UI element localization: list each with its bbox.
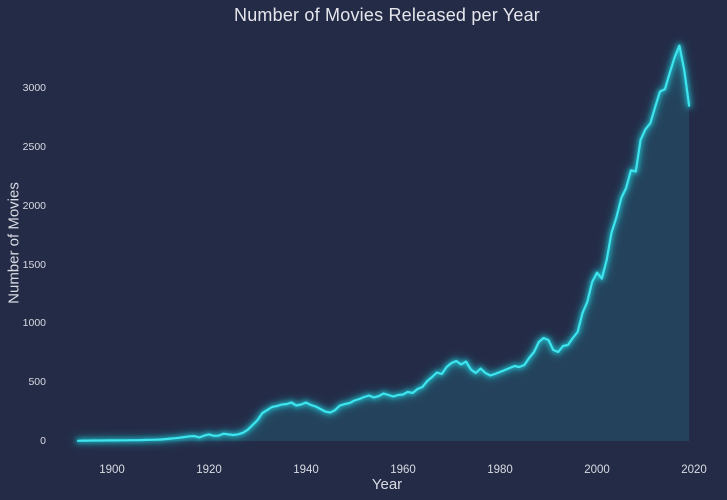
x-tick-label: 1980 — [487, 464, 513, 476]
line-series — [77, 44, 691, 442]
x-tick-label: 1900 — [99, 464, 125, 476]
y-tick-label: 1500 — [22, 258, 46, 271]
y-tick-label: 500 — [28, 376, 46, 389]
x-tick-label: 1960 — [390, 464, 416, 476]
y-tick-label: 3000 — [22, 82, 46, 94]
x-axis-label: Year — [371, 476, 403, 493]
chart-title: Number of Movies Released per Year — [234, 5, 540, 25]
y-tick-label: 2000 — [22, 199, 46, 212]
y-tick-label: 1000 — [22, 317, 46, 330]
y-tick-label: 2500 — [22, 140, 46, 153]
y-tick-label: 0 — [40, 435, 46, 447]
x-tick-label: 1920 — [196, 464, 222, 476]
x-tick-label: 1940 — [293, 464, 319, 476]
x-tick-label: 2020 — [681, 464, 707, 476]
x-tick-label: 2000 — [584, 464, 610, 476]
area-fill — [78, 45, 690, 441]
